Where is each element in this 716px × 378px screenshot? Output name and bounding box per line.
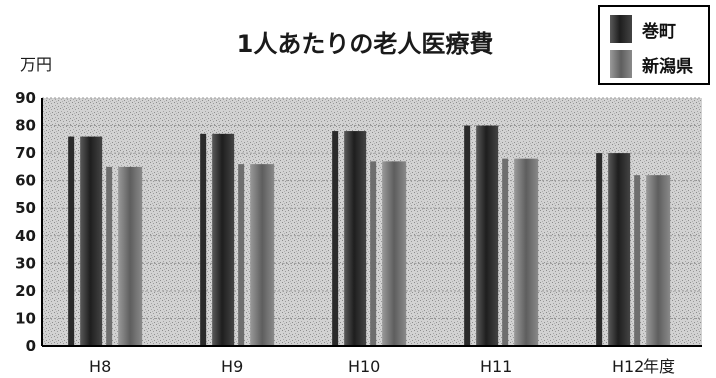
bar-edge: [200, 133, 207, 346]
y-tick-label: 20: [15, 282, 36, 300]
legend: 巻町 新潟県: [598, 5, 710, 85]
x-tick-label: H10: [348, 357, 380, 376]
y-tick-label: 60: [15, 172, 36, 190]
bar-edge: [68, 136, 75, 346]
y-tick-label: 70: [15, 144, 36, 162]
y-tick-label: 10: [15, 309, 36, 327]
bar-edge: [370, 161, 377, 346]
bar-edge: [502, 158, 509, 346]
x-axis-title: 年度: [643, 357, 675, 376]
bar-series-2-H10: [382, 161, 407, 346]
y-tick-label: 80: [15, 117, 36, 135]
legend-label-series-2: 新潟県: [642, 56, 693, 77]
legend-label-series-1: 巻町: [641, 21, 676, 42]
y-tick-label: 50: [15, 199, 36, 217]
bar-edge: [596, 153, 603, 346]
y-tick-label: 90: [15, 89, 36, 107]
x-tick-label: H11: [480, 357, 512, 376]
bar-edge: [106, 166, 113, 346]
x-tick-label: H12: [612, 357, 644, 376]
chart-title: 1人あたりの老人医療費: [237, 30, 494, 58]
bar-series-2-H11: [514, 158, 539, 346]
legend-swatch-series-1: [610, 15, 632, 43]
gridlines: [42, 97, 702, 319]
x-tick-label: H9: [221, 357, 243, 376]
bar-series-1-H9: [212, 133, 235, 346]
y-tick-label: 30: [15, 254, 36, 272]
bar-edge: [634, 175, 641, 346]
bar-series-1-H11: [476, 125, 499, 346]
y-axis-unit: 万円: [20, 55, 52, 74]
bar-series-1-H12: [608, 153, 631, 346]
bar-series-2-H9: [250, 164, 275, 346]
y-tick-label: 40: [15, 227, 36, 245]
bar-series-1-H8: [80, 136, 103, 346]
bar-series-2-H8: [118, 166, 143, 346]
x-tick-label: H8: [89, 357, 111, 376]
bar-edge: [464, 125, 471, 346]
legend-swatch-series-2: [610, 50, 632, 78]
y-tick-labels: 0 10 20 30 40 50 60 70 80 90: [15, 89, 36, 355]
y-tick-label: 0: [26, 337, 36, 355]
bar-edge: [238, 164, 245, 346]
bar-series-1-H10: [344, 131, 367, 346]
bar-series-2-H12: [646, 175, 671, 346]
x-tick-labels: H8 H9 H10 H11 H12: [89, 357, 644, 376]
bars: [68, 125, 671, 346]
bar-edge: [332, 131, 339, 346]
